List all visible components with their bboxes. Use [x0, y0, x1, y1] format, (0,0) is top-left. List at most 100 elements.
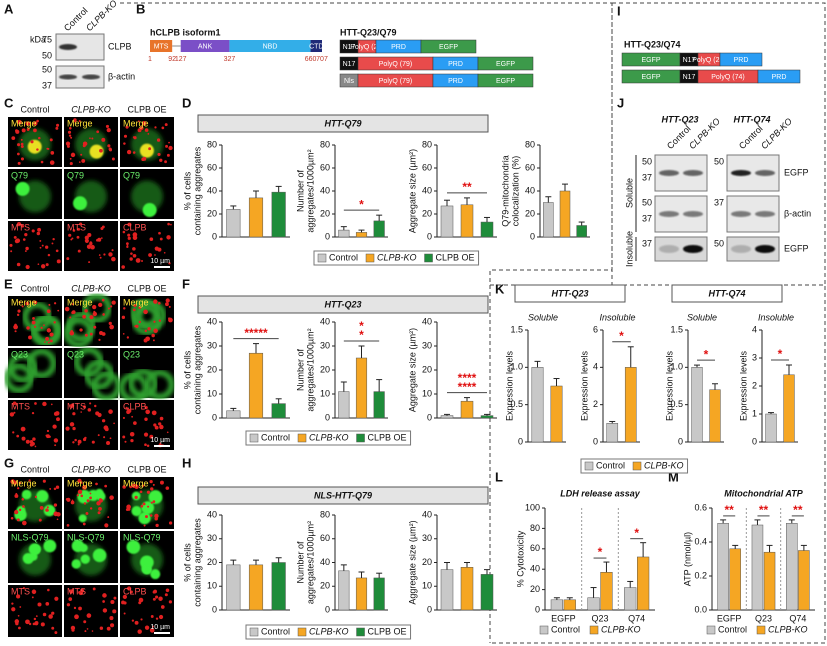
mito-signal: [99, 626, 104, 630]
column-header: CLPB-KO: [71, 464, 111, 474]
bar: [606, 423, 619, 443]
mito-signal: [34, 325, 37, 328]
mito-signal: [160, 605, 165, 609]
mito-signal: [152, 597, 156, 601]
mito-signal: [25, 246, 29, 251]
error-bar: [444, 199, 450, 206]
mito-signal: [69, 589, 74, 594]
mito-signal: [126, 149, 132, 155]
y-tick-label: 40: [422, 316, 432, 326]
mito-signal: [93, 325, 97, 329]
mito-signal: [130, 252, 133, 255]
mito-signal: [102, 608, 108, 613]
micrograph-content: [71, 539, 107, 576]
mito-signal: [154, 254, 156, 256]
panel-title: HTT-Q23: [324, 299, 361, 309]
micrograph-content: [122, 480, 173, 528]
mito-signal: [148, 253, 152, 257]
mito-signal: [9, 412, 15, 417]
mito-signal: [81, 158, 86, 163]
micrograph-content: [118, 368, 175, 403]
legend-box: [245, 430, 412, 446]
mito-signal: [77, 249, 81, 253]
mito-signal: [72, 412, 76, 416]
mito-signal: [20, 138, 23, 141]
mito-signal: [25, 121, 31, 126]
mito-signal: [85, 511, 89, 515]
error-bar: [464, 397, 470, 402]
mito-signal: [37, 227, 42, 232]
mito-signal: [50, 151, 55, 155]
mito-signal: [49, 488, 52, 490]
mito-signal: [38, 518, 42, 522]
error-bar: [627, 580, 634, 588]
segment-label: PolyQ (23): [692, 57, 725, 64]
mito-signal: [26, 326, 30, 330]
mito-signal: [164, 593, 168, 597]
mito-signal: [45, 336, 50, 341]
bar: [440, 415, 454, 419]
y-axis-label: containing aggregates: [192, 325, 202, 414]
bar: [355, 357, 368, 419]
y-tick-label: 20: [207, 364, 217, 374]
mito-signal: [87, 233, 92, 238]
mito-signal: [22, 587, 25, 590]
mito-signal: [46, 506, 49, 509]
mito-signal: [46, 429, 50, 433]
channel-label: NLS-Q79: [67, 532, 105, 542]
y-tick-label: 40: [525, 185, 535, 195]
cell-signal: [131, 305, 162, 336]
position-label: 660: [305, 56, 317, 63]
mito-signal: [16, 262, 21, 267]
error-bar: [376, 379, 383, 392]
aggregate: [43, 539, 57, 553]
mito-signal: [80, 482, 83, 484]
mito-signal: [38, 136, 41, 140]
band: [659, 211, 679, 217]
mito-signal: [88, 261, 91, 264]
mito-signal: [22, 520, 27, 526]
error-bar: [253, 343, 259, 354]
mito-signal: [159, 424, 164, 430]
mito-signal: [107, 307, 110, 310]
y-tick-label: 0: [427, 231, 432, 241]
bar: [763, 551, 776, 611]
mito-signal: [123, 142, 126, 145]
mito-signal: [94, 404, 97, 408]
mito-signal: [20, 145, 24, 148]
error-bar: [444, 562, 450, 570]
y-tick-label: 1.0: [670, 362, 683, 372]
mito-signal: [24, 233, 28, 237]
mito-signal: [159, 237, 163, 241]
panel-title-box: [514, 284, 626, 303]
kda-marker: 50: [42, 50, 52, 60]
channel-label: MTS: [11, 401, 30, 411]
mito-signal: [42, 612, 47, 617]
y-axis-label: aggregates/1000µm²: [305, 149, 315, 232]
legend-box: [245, 624, 412, 640]
domain: [310, 40, 322, 52]
mito-signal: [71, 303, 75, 306]
mito-signal: [18, 301, 21, 304]
mito-signal: [52, 237, 55, 241]
mito-signal: [55, 249, 59, 253]
mito-signal: [104, 484, 108, 488]
significance-label: *: [359, 319, 364, 333]
mito-signal: [25, 439, 30, 444]
mito-signal: [141, 484, 145, 487]
mito-signal: [141, 260, 143, 262]
y-tick-label: 40: [320, 185, 330, 195]
aggregate: [139, 555, 154, 570]
mito-signal: [80, 588, 85, 593]
error-bar: [694, 364, 700, 368]
channel-label: Merge: [11, 297, 37, 307]
y-tick-label: 80: [525, 139, 535, 149]
mito-signal: [155, 523, 159, 528]
mito-signal: [83, 620, 87, 624]
mito-signal: [96, 130, 100, 134]
mito-signal: [33, 300, 36, 303]
micrograph-content: [65, 402, 115, 446]
domain-label: NBD: [263, 43, 278, 50]
aggregate: [131, 506, 142, 517]
channel-label: Merge: [67, 118, 93, 128]
